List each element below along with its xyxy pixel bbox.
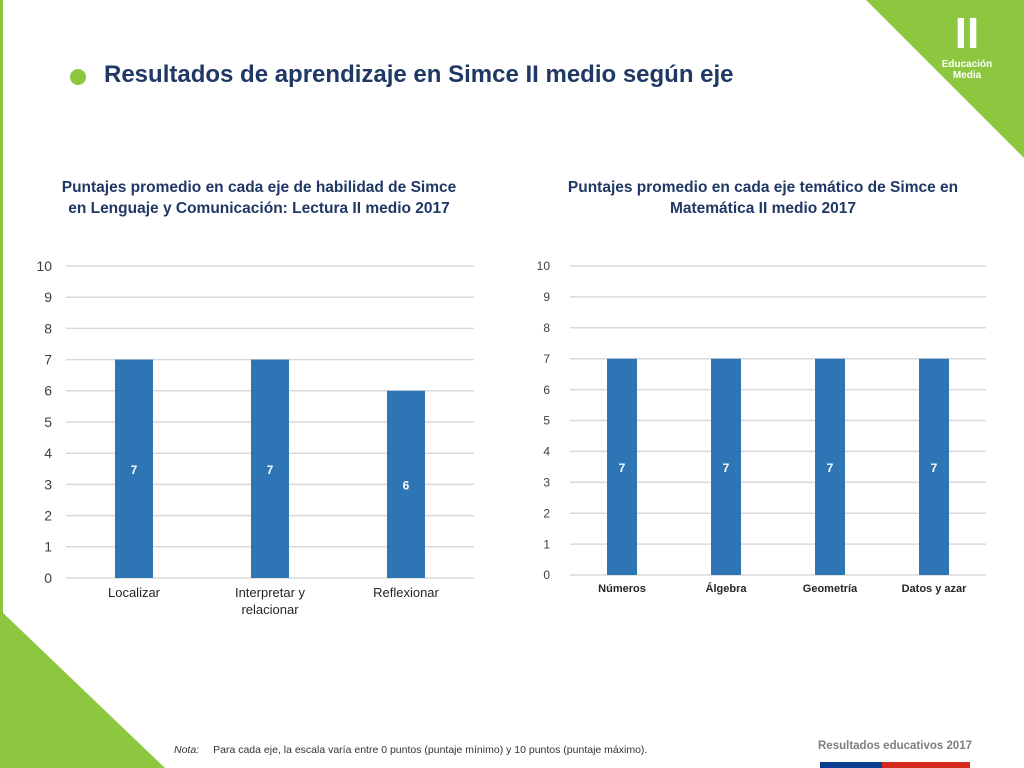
y-tick-label-0-2: 2 bbox=[44, 508, 52, 524]
y-tick-label-0-6: 6 bbox=[44, 383, 52, 399]
corner-decoration-top-right bbox=[866, 0, 1024, 158]
bar-0-0 bbox=[115, 359, 153, 578]
title-bullet bbox=[70, 69, 86, 85]
data-label-1-3: 7 bbox=[931, 461, 938, 475]
x-tick-label-1-1: Álgebra bbox=[706, 582, 748, 595]
x-tick-label-1-0: Números bbox=[598, 583, 646, 595]
y-tick-label-1-10: 10 bbox=[537, 259, 551, 273]
footer-note: Nota: Para cada eje, la escala varía entr… bbox=[174, 744, 647, 756]
page-title: Resultados de aprendizaje en Simce II me… bbox=[104, 61, 734, 88]
x-tick-label-0-1: Interpretar y bbox=[235, 585, 306, 600]
level-badge-line2: Media bbox=[952, 70, 982, 81]
data-label-1-0: 7 bbox=[619, 461, 626, 475]
y-tick-label-0-9: 9 bbox=[44, 289, 52, 305]
y-tick-label-1-1: 1 bbox=[543, 537, 550, 551]
bar-0-1 bbox=[251, 359, 289, 578]
x-tick-label-1-3: Datos y azar bbox=[902, 583, 968, 595]
y-tick-label-1-2: 2 bbox=[543, 506, 550, 520]
brand-stripe-red bbox=[882, 762, 970, 768]
x-tick-label-0-2: Reflexionar bbox=[373, 585, 439, 600]
footer-note-label: Nota: bbox=[174, 744, 200, 756]
x-tick-label-1-2: Geometría bbox=[803, 583, 858, 595]
y-tick-label-0-7: 7 bbox=[44, 352, 52, 368]
level-badge-line1: Educación bbox=[941, 59, 993, 70]
y-tick-label-1-9: 9 bbox=[543, 290, 550, 304]
corner-decoration-bottom-left bbox=[0, 610, 165, 768]
bar-chart-lenguaje: 0 1 2 3 4 5 6 7 8 9 10 7 Localizar 7 Interpretar y rela… bbox=[36, 258, 474, 617]
y-tick-label-1-8: 8 bbox=[543, 321, 550, 335]
level-badge-label: Educación Media bbox=[937, 59, 997, 81]
data-label-0-0: 7 bbox=[131, 463, 138, 477]
bar-chart-matematica: 0 1 2 3 4 5 6 7 8 9 10 7 Números 7 Álgebra 7 Geometría 7 D… bbox=[537, 259, 986, 595]
y-tick-label-0-1: 1 bbox=[44, 539, 52, 555]
y-tick-label-0-8: 8 bbox=[44, 320, 52, 336]
chart-title-matematica: Puntajes promedio en cada eje temático d… bbox=[567, 179, 959, 217]
y-tick-label-1-7: 7 bbox=[543, 352, 550, 366]
brand-stripe-blue bbox=[820, 762, 882, 768]
data-label-0-1: 7 bbox=[267, 463, 274, 477]
bar-0-2 bbox=[387, 390, 425, 578]
y-tick-label-1-5: 5 bbox=[543, 414, 550, 428]
data-label-1-1: 7 bbox=[723, 461, 730, 475]
y-tick-label-0-5: 5 bbox=[44, 414, 52, 430]
chart-title-lenguaje: Puntajes promedio en cada eje de habilid… bbox=[61, 179, 457, 217]
y-tick-label-0-10: 10 bbox=[36, 258, 52, 274]
y-tick-label-1-3: 3 bbox=[543, 476, 550, 490]
level-badge-roman: II bbox=[954, 9, 980, 58]
y-tick-label-1-4: 4 bbox=[543, 445, 550, 459]
x-tick-label-0-1-line2: relacionar bbox=[241, 602, 299, 617]
footer-note-text: Para cada eje, la escala varía entre 0 p… bbox=[213, 744, 648, 756]
y-tick-label-1-0: 0 bbox=[543, 568, 550, 582]
y-tick-label-0-4: 4 bbox=[44, 445, 52, 461]
footer-brand-text: Resultados educativos 2017 bbox=[818, 740, 973, 752]
data-label-0-2: 6 bbox=[403, 478, 410, 492]
bar-1-3 bbox=[919, 358, 949, 575]
y-tick-label-0-0: 0 bbox=[44, 570, 52, 586]
bar-1-1 bbox=[711, 358, 741, 575]
data-label-1-2: 7 bbox=[827, 461, 834, 475]
y-tick-label-0-3: 3 bbox=[44, 476, 52, 492]
x-tick-label-0-0: Localizar bbox=[108, 585, 161, 600]
left-accent-bar bbox=[0, 0, 3, 768]
bar-1-2 bbox=[815, 358, 845, 575]
y-tick-label-1-6: 6 bbox=[543, 383, 550, 397]
bar-1-0 bbox=[607, 358, 637, 575]
